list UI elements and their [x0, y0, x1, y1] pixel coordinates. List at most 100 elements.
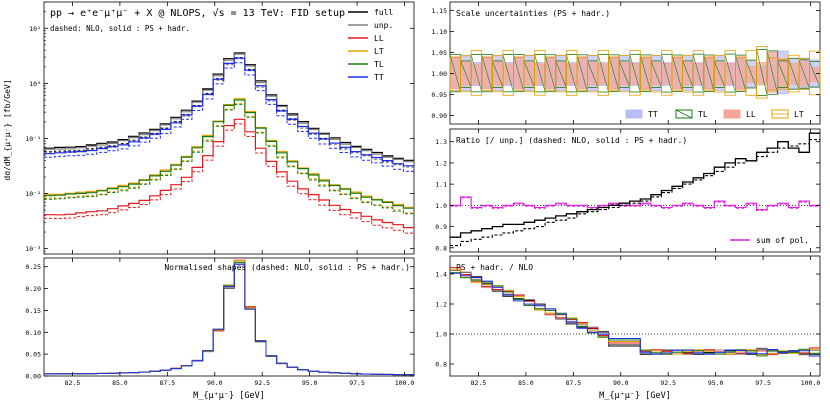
- pshadr-series-LT: [450, 269, 820, 356]
- scale-hatch-TL: [502, 54, 514, 92]
- scale-hatch-TL: [544, 54, 556, 92]
- main-ytick-label: 10¹: [29, 25, 41, 33]
- data-layer: [44, 46, 821, 376]
- scale-hatch-TL: [523, 60, 535, 88]
- norm-xtick-label: 97.5: [349, 379, 365, 387]
- pshadr-xtick-label: 100.0: [801, 379, 821, 387]
- main-title: pp → e⁺e⁻μ⁺μ⁻ + X @ NLOPS, √s = 13 TeV: …: [50, 7, 345, 19]
- scale-hatch-TL: [618, 60, 630, 88]
- legend-label-LL: LL: [374, 34, 384, 43]
- ratio-ytick-label: 1.3: [435, 138, 447, 146]
- main-ylabel: dσ/dM_{μ⁺μ⁻} [fb/GeV]: [3, 79, 12, 180]
- scale-hatch-TL: [513, 54, 525, 92]
- scale-hatch-TL: [534, 54, 546, 92]
- ratio-polsum-solid: [450, 196, 820, 211]
- norm-ytick-label: 0.00: [25, 373, 41, 381]
- norm-xtick-label: 82.5: [65, 379, 81, 387]
- scale-ytick-label: 1.05: [431, 49, 447, 57]
- norm-series-TT: [44, 263, 414, 376]
- pshadr-plot-frame: [449, 255, 821, 377]
- norm-ytick-label: 0.15: [25, 307, 41, 315]
- legend-label-scale-LL: LL: [746, 110, 756, 119]
- scale-hatch-TL: [798, 59, 810, 89]
- scale-hatch-TL: [629, 54, 641, 93]
- norm-ytick-label: 0.20: [25, 285, 41, 293]
- norm-series-LL: [44, 259, 414, 376]
- norm-xtick-label: 100.0: [395, 379, 415, 387]
- scale-hatch-TL: [692, 54, 704, 93]
- scale-hatch-TL: [470, 54, 482, 92]
- norm-ytick-label: 0.25: [25, 263, 41, 271]
- scale-hatch-TL: [481, 54, 493, 92]
- ratio-plot-frame: [449, 128, 821, 253]
- scale-title: Scale uncertainties (PS + hadr.): [456, 9, 610, 18]
- scale-hatch-TL: [555, 60, 567, 88]
- scale-hatch-TL: [608, 54, 620, 92]
- scale-hatch-TL: [587, 60, 599, 88]
- scale-hatch-TL: [661, 54, 673, 93]
- main-series-solid-TT: [44, 57, 414, 167]
- pshadr-xtick-label: 82.5: [471, 379, 487, 387]
- main-series-dashed-TL: [44, 104, 414, 215]
- norm-xtick-label: 92.5: [254, 379, 270, 387]
- right-xlabel: M_{μ⁺μ⁻} [GeV]: [599, 391, 671, 401]
- pshadr-xtick-label: 87.5: [566, 379, 582, 387]
- legend-label-TL: TL: [374, 60, 384, 69]
- norm-series-unp: [44, 261, 414, 376]
- legend-label-pol-sum: sum of pol.: [756, 236, 809, 245]
- norm-ytick-label: 0.10: [25, 329, 41, 337]
- legend-label-TT: TT: [374, 73, 384, 82]
- ratio-full-dashed: [450, 139, 820, 247]
- pshadr-title: PS + hadr. / NLO: [456, 263, 533, 272]
- ratio-ytick-label: 0.9: [435, 223, 447, 231]
- legend-label-LT: LT: [374, 47, 384, 56]
- axes-layer: 10⁻³ 10⁻² 10⁻¹ 10⁰ 10¹ 0.00 0.05 0.10 0.15 0.20 0.…: [25, 1, 821, 387]
- ratio-title: Ratio [/ unp.] (dashed: NLO, solid : PS …: [456, 136, 687, 145]
- scale-hatch-TL: [671, 54, 683, 92]
- scale-hatch-TL: [714, 60, 726, 88]
- scale-hatch-TL: [449, 54, 461, 92]
- ratio-ytick-label: 1.1: [435, 181, 447, 189]
- legend-hatch-TL: [675, 109, 693, 119]
- scale-hatch-TL: [597, 54, 609, 93]
- scale-hatch-TL: [756, 49, 768, 96]
- norm-title: Normalised shapes (dashed: NLO, solid : …: [164, 263, 410, 272]
- main-series-solid-LL: [44, 118, 414, 229]
- scale-hatch-TL: [650, 60, 662, 88]
- main-ytick-label: 10⁻³: [25, 245, 41, 253]
- scale-band-LT: [809, 50, 821, 96]
- legend-label-scale-LT: LT: [794, 110, 804, 119]
- legend-label-scale-TL: TL: [698, 110, 708, 119]
- scale-hatch-TL: [640, 54, 652, 92]
- pshadr-xtick-label: 90.0: [613, 379, 629, 387]
- scale-hatch-TL: [703, 54, 715, 92]
- ratio-ytick-label: 0.8: [435, 244, 447, 252]
- scale-legend: TT TL LL LT: [625, 109, 804, 119]
- norm-xtick-label: 95.0: [302, 379, 318, 387]
- main-series-dashed-full: [44, 57, 414, 167]
- main-series-dashed-LL: [44, 123, 414, 234]
- pshadr-xtick-label: 97.5: [755, 379, 771, 387]
- norm-ytick-label: 0.05: [25, 351, 41, 359]
- scale-hatch-TL: [492, 60, 504, 88]
- pshadr-ytick-label: 1.4: [435, 271, 447, 279]
- scale-ytick-label: 1.00: [431, 70, 447, 78]
- scale-hatch-TL: [735, 55, 747, 92]
- main-plot-frame: [43, 1, 415, 255]
- pshadr-xtick-label: 95.0: [708, 379, 724, 387]
- scale-hatch-TL: [788, 58, 800, 90]
- legend-label-full: full: [374, 8, 393, 17]
- pshadr-ytick-label: 0.8: [435, 361, 447, 369]
- ratio-ytick-label: 1.2: [435, 159, 447, 167]
- main-series-dashed-LT: [44, 102, 414, 214]
- pshadr-series-TT: [450, 272, 820, 357]
- main-series-solid-unp: [44, 53, 414, 163]
- norm-plot-frame: [43, 257, 415, 377]
- main-series-dashed-TT: [44, 62, 414, 172]
- main-ytick-label: 10⁰: [29, 80, 41, 88]
- main-ytick-label: 10⁻²: [25, 190, 41, 198]
- ratio-legend: sum of pol.: [730, 236, 809, 245]
- legend-label-unp: unp.: [374, 21, 393, 30]
- scale-hatch-TL: [777, 60, 789, 88]
